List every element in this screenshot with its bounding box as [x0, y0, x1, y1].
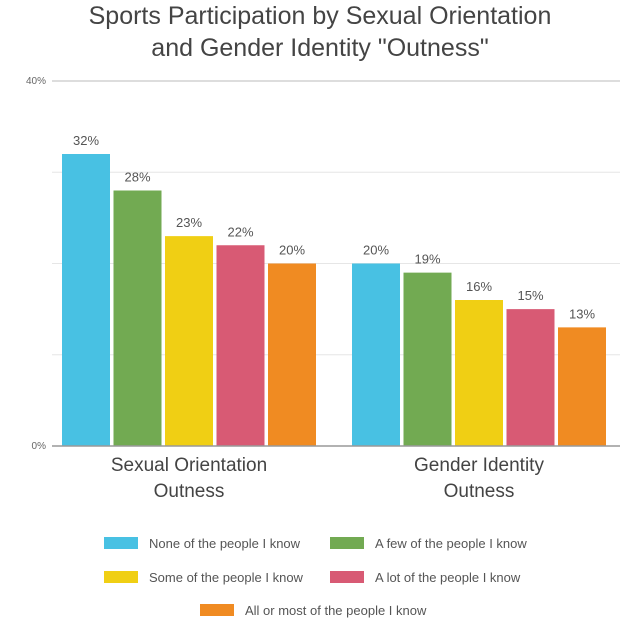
- data-label: 20%: [279, 243, 305, 258]
- legend-swatch: [200, 604, 234, 616]
- legend-label: A lot of the people I know: [375, 570, 521, 585]
- data-label: 19%: [414, 252, 440, 267]
- bar: [403, 272, 452, 446]
- legend-swatch: [104, 571, 138, 583]
- bar: [216, 245, 265, 446]
- chart-title-line: and Gender Identity "Outness": [151, 34, 488, 62]
- legend-swatch: [330, 571, 364, 583]
- category-label: Outness: [444, 481, 515, 502]
- chart-title-line: Sports Participation by Sexual Orientati…: [89, 2, 552, 30]
- bar: [113, 190, 162, 446]
- data-label: 28%: [124, 170, 150, 185]
- data-label: 16%: [466, 279, 492, 294]
- bar: [506, 309, 555, 446]
- category-label: Outness: [154, 481, 225, 502]
- bar: [558, 327, 606, 446]
- data-label: 20%: [363, 243, 389, 258]
- bar: [268, 263, 316, 446]
- legend-label: None of the people I know: [149, 536, 301, 551]
- category-label: Gender Identity: [414, 455, 544, 476]
- data-label: 13%: [569, 306, 595, 321]
- legend-label: Some of the people I know: [149, 570, 304, 585]
- data-label: 32%: [73, 133, 99, 148]
- legend-swatch: [330, 537, 364, 549]
- data-label: 23%: [176, 215, 202, 230]
- legend-label: A few of the people I know: [375, 536, 527, 551]
- data-label: 15%: [517, 288, 543, 303]
- y-tick-label: 0%: [32, 441, 47, 452]
- bar: [352, 263, 400, 446]
- legend-label: All or most of the people I know: [245, 603, 427, 618]
- bar: [165, 236, 213, 446]
- bar: [62, 154, 110, 446]
- legend-swatch: [104, 537, 138, 549]
- category-label: Sexual Orientation: [111, 455, 267, 476]
- data-label: 22%: [227, 224, 253, 239]
- bar: [455, 300, 503, 446]
- y-tick-label: 40%: [26, 76, 46, 87]
